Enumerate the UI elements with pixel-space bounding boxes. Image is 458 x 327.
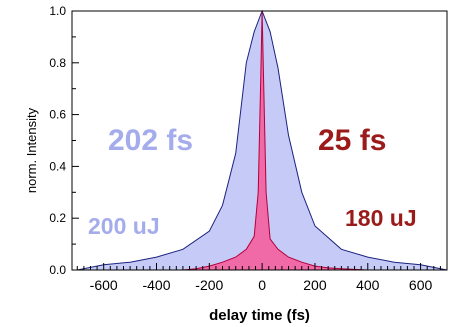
- annotation-broad-duration: 202 fs: [108, 124, 193, 157]
- x-tick-label: 200: [303, 277, 327, 293]
- x-axis-ticks: -600 -400 -200 0 200 400 600: [76, 263, 448, 293]
- y-tick-label: 0.0: [49, 263, 66, 277]
- annotation-broad-energy: 200 uJ: [88, 213, 160, 239]
- y-tick-label: 0.6: [49, 108, 66, 122]
- x-tick-label: -600: [90, 277, 118, 293]
- x-axis-title: delay time (fs): [209, 307, 310, 324]
- x-tick-label: 600: [409, 277, 433, 293]
- y-tick-label: 0.8: [49, 56, 66, 70]
- y-axis-title: norm. Intensity: [24, 107, 39, 193]
- x-tick-label: 0: [258, 277, 266, 293]
- y-tick-label: 1.0: [49, 4, 66, 18]
- y-tick-label: 0.2: [49, 211, 66, 225]
- x-tick-label: 400: [356, 277, 380, 293]
- y-tick-label: 0.4: [49, 159, 66, 173]
- annotation-narrow-duration: 25 fs: [318, 124, 386, 157]
- narrow-pulse-area: [182, 10, 368, 271]
- x-tick-label: -400: [142, 277, 170, 293]
- x-tick-label: -200: [195, 277, 223, 293]
- y-axis-ticks: 0.0 0.2 0.4 0.6 0.8 1.0: [49, 4, 79, 277]
- annotation-narrow-energy: 180 uJ: [345, 205, 417, 231]
